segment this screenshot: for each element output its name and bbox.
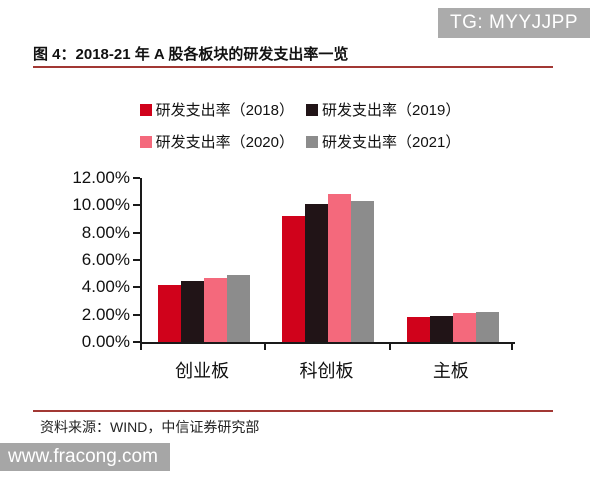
bar <box>351 201 375 342</box>
figure-title: 图 4：2018-21 年 A 股各板块的研发支出率一览 <box>33 46 349 63</box>
legend-item-2018: 研发支出率（2018） <box>139 99 294 120</box>
bar <box>204 277 228 342</box>
x-axis-category-label: 创业板 <box>175 361 230 381</box>
telegram-badge: TG: MYYJJPP <box>438 8 590 38</box>
x-axis-tick <box>140 344 142 350</box>
legend-item-2021: 研发支出率（2021） <box>306 131 460 152</box>
y-axis-tick <box>133 286 140 289</box>
bar <box>328 194 352 342</box>
y-axis-tick-label: 2.00% <box>81 304 130 324</box>
x-axis-category-label: 科创板 <box>299 361 354 381</box>
y-axis-tick-label: 4.00% <box>81 277 130 297</box>
y-axis-tick <box>133 231 140 234</box>
legend-item-2020: 研发支出率（2020） <box>139 131 294 152</box>
x-axis-category-label: 主板 <box>432 361 469 381</box>
y-axis-tick-label: 12.00% <box>72 168 130 187</box>
bar <box>181 280 205 342</box>
legend-swatch-2020 <box>139 135 152 148</box>
y-axis-tick <box>133 259 140 261</box>
y-axis-tick-label: 8.00% <box>81 222 130 242</box>
legend-swatch-2018 <box>139 103 152 116</box>
bar-group-3 <box>391 178 515 342</box>
y-axis-tick <box>133 313 140 316</box>
x-axis-tick <box>388 344 391 350</box>
x-axis-tick <box>264 344 267 350</box>
bar-group-1 <box>142 178 266 342</box>
legend-swatch-2019 <box>306 103 318 116</box>
plot-groups <box>142 178 515 342</box>
y-axis-labels: 0.00% 2.00% 4.00% 6.00% 8.00% 10.00% 12.00% <box>38 168 130 351</box>
y-axis-tick <box>133 341 140 343</box>
chart-legend: 研发支出率（2018） 研发支出率（2019） 研发支出率（2020） 研发支出… <box>0 99 600 152</box>
x-axis-tick <box>511 344 513 350</box>
legend-label: 研发支出率（2020） <box>155 134 294 151</box>
bar <box>282 216 306 342</box>
bar <box>406 317 430 342</box>
bar <box>305 203 329 342</box>
legend-label: 研发支出率（2018） <box>155 102 294 119</box>
x-axis-ticks <box>140 344 513 350</box>
legend-label: 研发支出率（2019） <box>322 102 461 119</box>
source-note: 资料来源：WIND，中信证券研究部 <box>40 419 260 435</box>
plot-area <box>140 178 515 344</box>
y-axis-tick-label: 6.00% <box>81 250 130 269</box>
y-axis-tick-label: 0.00% <box>81 332 130 351</box>
y-axis-tick <box>133 177 140 179</box>
bar <box>158 284 182 342</box>
bar <box>227 275 251 342</box>
y-axis-tick <box>133 204 140 207</box>
title-underline <box>33 66 553 68</box>
legend-label: 研发支出率（2021） <box>322 134 461 151</box>
bar <box>429 316 453 342</box>
legend-swatch-2021 <box>306 135 318 148</box>
x-axis-labels: 创业板 科创板 主板 <box>140 357 513 383</box>
watermark: www.fracong.com <box>0 443 170 471</box>
footer-rule <box>33 410 553 412</box>
y-axis-tick-label: 10.00% <box>72 195 130 215</box>
bar <box>452 313 476 342</box>
bar-group-2 <box>266 178 390 342</box>
legend-row: 研发支出率（2020） 研发支出率（2021） <box>139 131 460 152</box>
y-axis-ticks <box>133 177 140 346</box>
legend-item-2019: 研发支出率（2019） <box>306 99 460 120</box>
legend-row: 研发支出率（2018） 研发支出率（2019） <box>139 99 460 120</box>
bar <box>475 311 499 342</box>
